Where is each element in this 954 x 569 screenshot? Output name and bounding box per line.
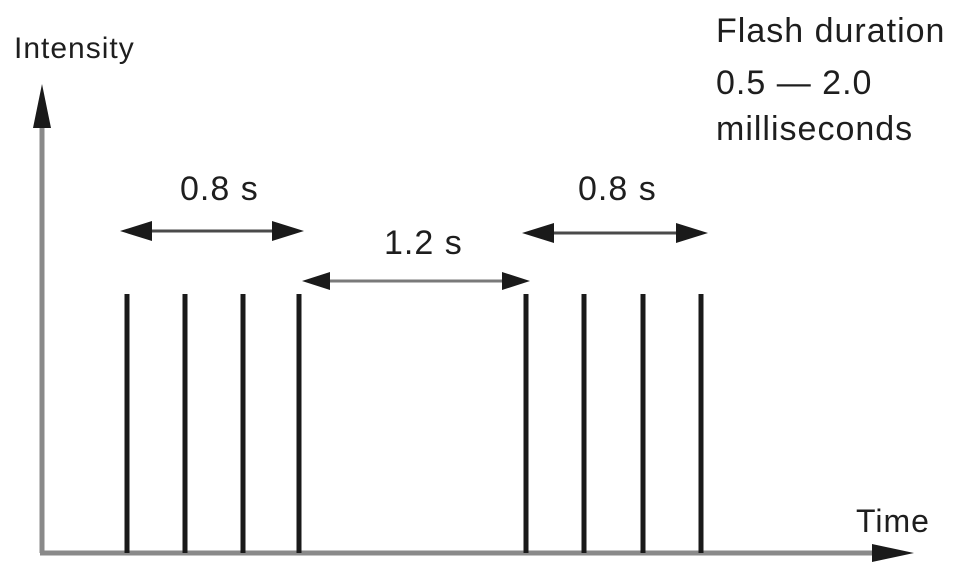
interval-label-group-a: 0.8 s <box>180 170 259 209</box>
y-axis-arrowhead <box>33 84 51 128</box>
flash-duration-note-line-3: milliseconds <box>716 112 913 146</box>
interval-arrow-group-a <box>120 221 304 241</box>
x-axis-arrowhead <box>872 544 914 562</box>
interval-label-group-b: 0.8 s <box>578 170 657 209</box>
interval-label-gap: 1.2 s <box>384 224 463 263</box>
flash-duration-note-line-2: 0.5 — 2.0 <box>716 66 872 100</box>
interval-arrow-gap <box>302 272 530 290</box>
interval-arrow-group-b <box>522 223 708 243</box>
y-axis-label: Intensity <box>14 32 135 66</box>
x-axis-label: Time <box>856 503 930 540</box>
flash-duration-note-line-1: Flash duration <box>716 14 945 48</box>
